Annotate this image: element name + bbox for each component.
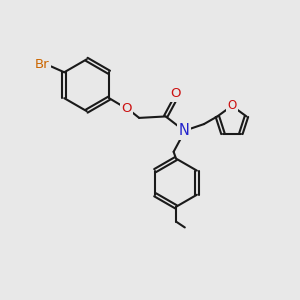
Text: O: O <box>121 102 132 115</box>
Text: Br: Br <box>35 58 50 71</box>
Text: O: O <box>170 87 181 100</box>
Text: N: N <box>178 123 189 138</box>
Text: O: O <box>227 99 236 112</box>
